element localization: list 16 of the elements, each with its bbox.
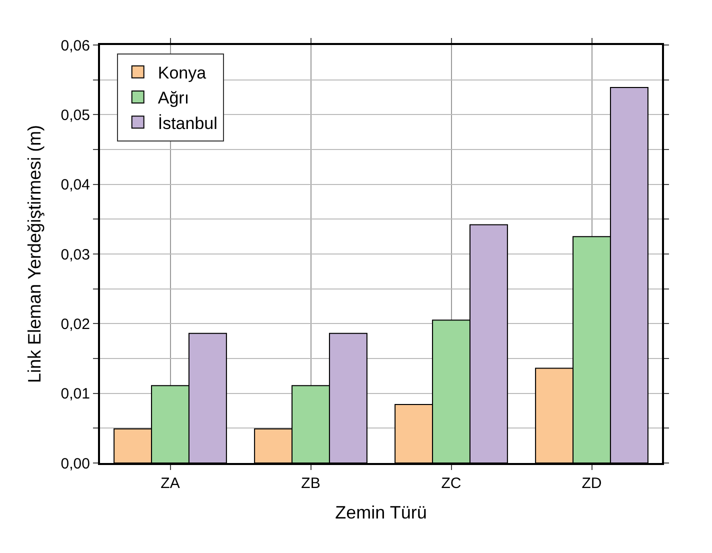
x-tick-label: ZD (582, 475, 602, 492)
y-tick-label: 0,03 (60, 246, 90, 264)
y-tick-label: 0,05 (60, 106, 90, 124)
x-axis-title: Zemin Türü (335, 502, 427, 523)
legend-label: Konya (158, 64, 207, 83)
y-tick-label: 0,06 (60, 37, 90, 54)
y-tick-label: 0,01 (60, 386, 90, 403)
y-tick-label: 0,04 (60, 176, 90, 194)
legend-label: Ağrı (158, 88, 190, 108)
legend-label: İstanbul (158, 114, 218, 133)
y-tick-label: 0,00 (60, 455, 90, 472)
x-tick-label: ZC (441, 475, 462, 492)
y-axis-title: Link Eleman Yerdeğiştirmesi (m) (24, 124, 44, 384)
x-tick-label: ZA (160, 475, 180, 492)
x-tick-label: ZB (301, 475, 320, 492)
y-tick-label: 0,02 (60, 316, 90, 333)
